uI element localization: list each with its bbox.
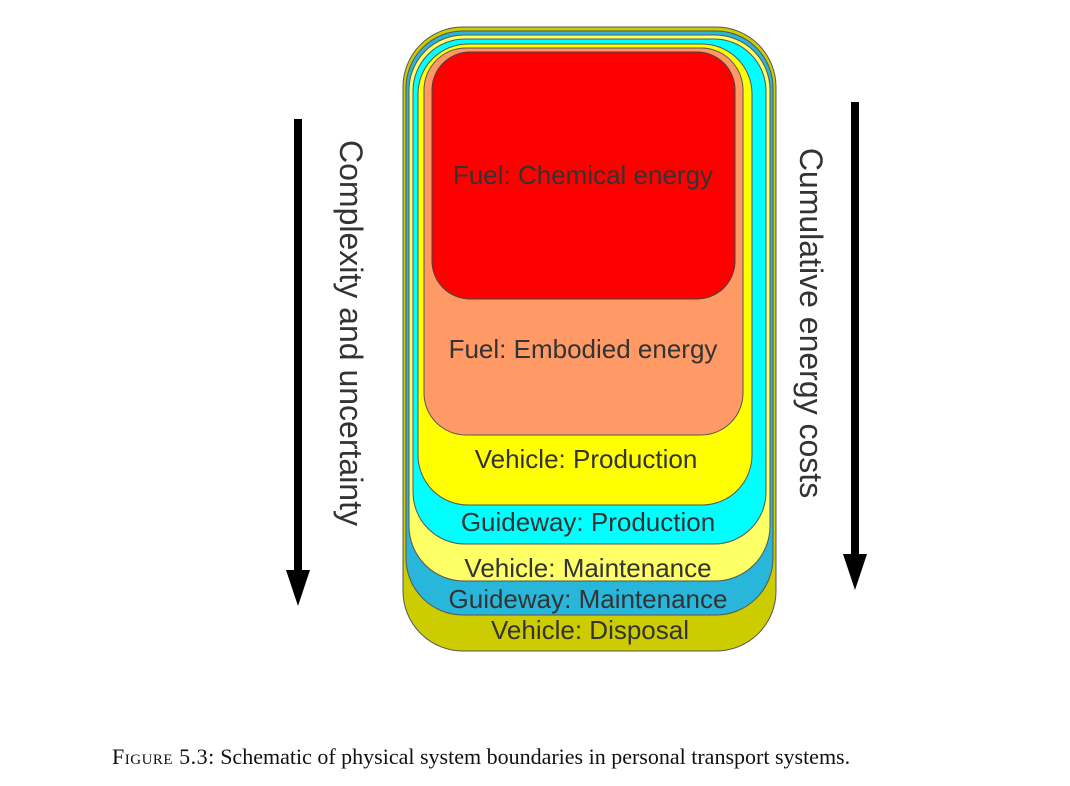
layer-fuel-chemical [431,51,736,300]
left-down-arrow-icon [286,119,310,606]
label-fuel-embodied: Fuel: Embodied energy [449,334,718,364]
label-vehicle-maintenance: Vehicle: Maintenance [464,553,711,583]
right-arrow-label: Cumulative energy costs [793,148,829,498]
label-vehicle-production: Vehicle: Production [475,444,698,474]
label-vehicle-disposal: Vehicle: Disposal [491,615,689,645]
label-guideway-maintenance: Guideway: Maintenance [449,584,728,614]
left-arrow-label: Complexity and uncertainty [333,140,369,526]
label-fuel-chemical: Fuel: Chemical energy [453,160,713,190]
caption-text: Schematic of physical system boundaries … [220,744,851,769]
label-guideway-production: Guideway: Production [461,507,715,537]
figure-caption: Figure 5.3: Schematic of physical system… [112,744,1070,770]
right-down-arrow-icon [843,102,867,590]
figure-number: Figure 5.3: [112,744,215,769]
